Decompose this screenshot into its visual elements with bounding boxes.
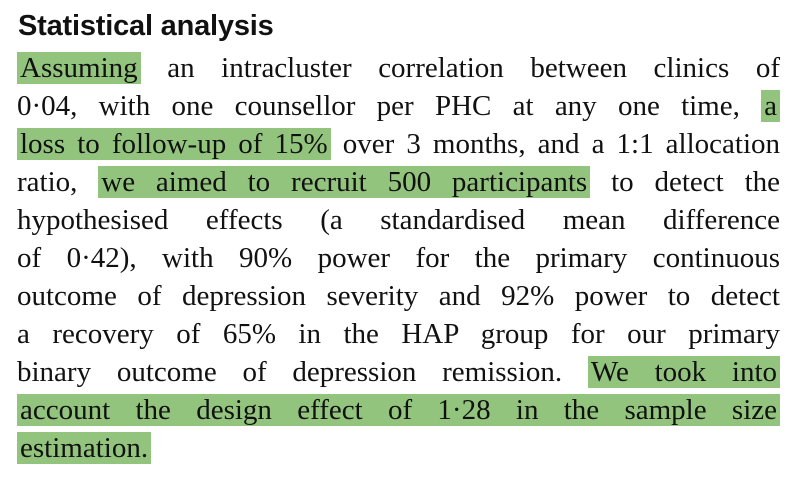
body-text: to detect the <box>590 166 780 198</box>
body-text: over 3 months, and a 1:1 allocation <box>330 128 781 160</box>
body-text: ratio, <box>17 166 99 198</box>
paragraph-line: loss to follow-up of 15% over 3 months, … <box>17 125 780 163</box>
highlighted-text: estimation. <box>17 432 152 464</box>
body-text: an intracluster correlation between clin… <box>140 52 780 84</box>
paragraph-line: ratio, we aimed to recruit 500 participa… <box>17 163 780 201</box>
paragraph-line: Assuming an intracluster correlation bet… <box>17 49 780 87</box>
body-text: hypothesised effects (a standardised mea… <box>17 204 780 236</box>
body-text: a recovery of 65% in the HAP group for o… <box>17 318 780 350</box>
paragraph-line: account the design effect of 1·28 in the… <box>17 391 780 429</box>
paragraph-line: of 0·42), with 90% power for the primary… <box>17 239 780 277</box>
highlighted-text: loss to follow-up of 15% <box>17 128 331 160</box>
body-text: of 0·42), with 90% power for the primary… <box>17 242 780 274</box>
paragraph-line: estimation. <box>17 429 780 467</box>
paragraph-line: hypothesised effects (a standardised mea… <box>17 201 780 239</box>
highlighted-text: Assuming <box>17 52 141 84</box>
body-text: 0·04, with one counsellor per PHC at any… <box>17 90 762 122</box>
paragraph-line: outcome of depression severity and 92% p… <box>17 277 780 315</box>
highlighted-text: account the design effect of 1·28 in the… <box>17 394 780 426</box>
body-text: binary outcome of depression remission. <box>17 356 588 388</box>
highlighted-text: we aimed to recruit 500 participants <box>98 166 591 198</box>
highlighted-text: We took into <box>587 356 780 388</box>
highlighted-text: a <box>761 90 780 122</box>
paragraph-line: binary outcome of depression remission. … <box>17 353 780 391</box>
body-text: outcome of depression severity and 92% p… <box>17 280 780 312</box>
paragraph-line: 0·04, with one counsellor per PHC at any… <box>17 87 780 125</box>
section-heading: Statistical analysis <box>18 10 274 42</box>
paragraph-line: a recovery of 65% in the HAP group for o… <box>17 315 780 353</box>
